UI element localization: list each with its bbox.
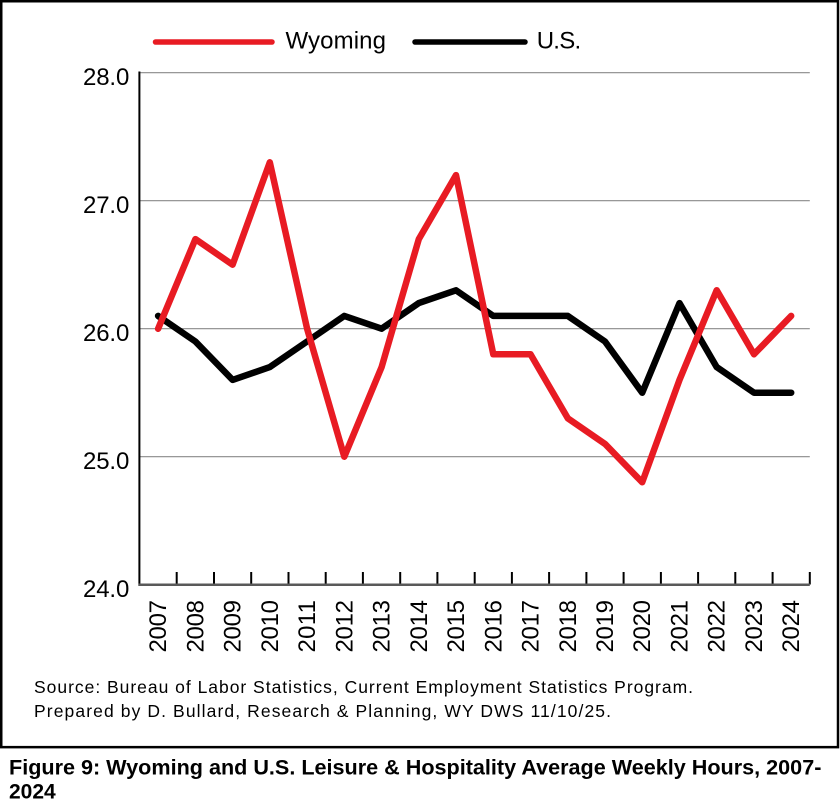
svg-text:24.0: 24.0 xyxy=(83,576,129,603)
svg-text:2012: 2012 xyxy=(331,600,358,653)
svg-text:2024: 2024 xyxy=(778,600,805,653)
svg-text:2022: 2022 xyxy=(704,600,731,653)
svg-text:Figure 9: Wyoming and U.S. Lei: Figure 9: Wyoming and U.S. Leisure & Hos… xyxy=(9,757,821,780)
svg-text:2019: 2019 xyxy=(592,600,619,653)
svg-text:28.0: 28.0 xyxy=(83,64,129,91)
svg-text:2023: 2023 xyxy=(741,600,768,653)
svg-text:26.0: 26.0 xyxy=(83,320,129,347)
svg-text:2014: 2014 xyxy=(406,600,433,653)
svg-text:U.S.: U.S. xyxy=(537,28,582,55)
svg-text:Source: Bureau of Labor Statis: Source: Bureau of Labor Statistics, Curr… xyxy=(34,677,693,697)
svg-text:2013: 2013 xyxy=(369,600,396,653)
svg-text:2021: 2021 xyxy=(667,600,694,653)
svg-text:2010: 2010 xyxy=(257,600,284,653)
svg-text:2016: 2016 xyxy=(480,600,507,653)
svg-text:2018: 2018 xyxy=(555,600,582,653)
svg-text:2007: 2007 xyxy=(145,600,172,653)
svg-text:Wyoming: Wyoming xyxy=(286,28,387,55)
svg-text:2009: 2009 xyxy=(220,600,247,653)
svg-text:27.0: 27.0 xyxy=(83,192,129,219)
svg-text:2017: 2017 xyxy=(518,600,545,653)
svg-text:25.0: 25.0 xyxy=(83,448,129,475)
svg-text:2024: 2024 xyxy=(9,780,56,803)
svg-text:2020: 2020 xyxy=(629,600,656,653)
svg-text:2011: 2011 xyxy=(294,600,321,653)
svg-text:2008: 2008 xyxy=(182,600,209,653)
svg-text:2015: 2015 xyxy=(443,600,470,653)
svg-text:Prepared by D. Bullard, Resear: Prepared by D. Bullard, Research & Plann… xyxy=(34,701,611,721)
